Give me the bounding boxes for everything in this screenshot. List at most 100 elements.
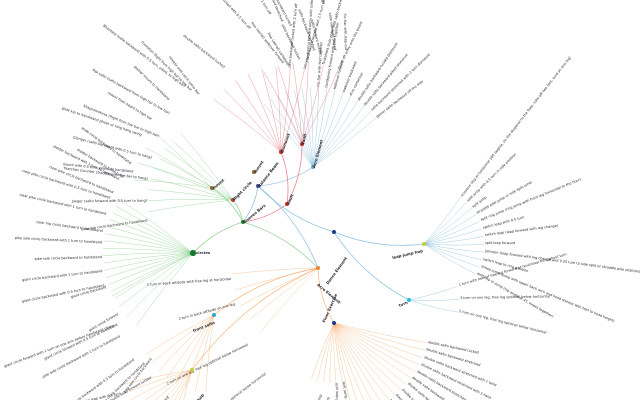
node-dot-floor[interactable] [316,266,320,270]
dendrogram-link [185,314,215,388]
dendrogram-link [103,248,194,254]
dendrogram-link [174,369,193,400]
dendrogram-link [317,322,335,381]
dendrogram-link [136,252,194,326]
dendrogram-link [333,322,402,391]
dendrogram-link [323,322,335,383]
dendrogram-link [312,92,344,168]
dendrogram-link [309,87,314,168]
dendrogram-link [108,252,194,285]
dendrogram-link [301,70,339,145]
node-dot-dance[interactable] [332,230,336,234]
dendrogram-link [280,70,305,153]
dendrogram-link [148,199,234,213]
dendrogram-link [312,87,319,168]
dendrogram-link [249,267,319,320]
dendrogram-link [257,166,314,187]
dendrogram-link [242,221,319,269]
dendrogram-link [275,67,282,153]
node-dot-dismount[interactable] [279,150,283,154]
dendrogram-link [333,322,426,351]
dendrogram-link [423,228,483,245]
dendrogram-link [164,148,234,201]
dendrogram-link [146,314,215,355]
dendrogram-link [242,203,288,223]
dendrogram-link [423,201,467,245]
dendrogram-link [292,62,303,145]
dendrogram-link [263,103,314,168]
node-dot-beam[interactable] [256,184,260,188]
node-dot-floorack[interactable] [252,170,256,174]
dendrogram-link [423,196,462,245]
dendrogram-link [147,199,234,201]
node-dot-mount[interactable] [210,186,214,190]
dendrogram-link [148,189,234,201]
dendrogram-link [333,322,412,379]
dendrogram-link [423,243,477,275]
dendrogram-link [106,226,194,254]
node-dot-leapjump[interactable] [421,241,427,247]
dendrogram-link [408,299,458,313]
dendrogram-link [333,322,407,385]
dendrogram-link [333,322,420,366]
dendrogram-link [183,369,193,400]
dendrogram-link [175,314,215,384]
dendrogram-link [211,187,244,223]
dendrogram-link [263,71,303,145]
dendrogram-link [423,221,480,245]
node-dot-acro[interactable] [332,321,336,325]
node-dot-beamack[interactable] [311,165,315,169]
dendrogram-link [191,267,319,371]
dendrogram-link [104,252,194,271]
dendrogram-link [103,240,194,254]
dendrogram-link [311,322,335,379]
dendrogram-link [145,147,213,189]
dendrogram-link [106,252,194,278]
dendrogram-link [162,369,193,400]
dendrogram-link [118,252,194,308]
dendrogram-link [333,322,381,400]
dendrogram-link [120,199,194,254]
dendrogram-link [134,179,213,189]
dendrogram-link [333,322,351,400]
dendrogram-link [301,87,314,168]
dendrogram-link [205,314,215,393]
node-dot-turn[interactable] [406,297,412,303]
node-dot-vault[interactable] [285,202,289,206]
node-dot-backsalto[interactable] [189,367,195,373]
dendrogram-link [408,298,460,301]
dendrogram-link [423,207,473,245]
dendrogram-link [121,369,193,386]
dendrogram-link [150,178,234,201]
dendrogram-link [213,267,319,316]
dendrogram-link [333,322,357,400]
dendrogram-link [232,199,244,223]
dendrogram-link [114,252,194,299]
node-dot-frontsalto[interactable] [212,313,216,317]
dendrogram-link [257,185,319,269]
dendrogram-link [115,206,194,254]
dendrogram-link [105,233,194,254]
node-dot-flight[interactable] [231,198,235,202]
dendrogram-link [235,80,282,153]
dendrogram-link [130,369,193,400]
dendrogram-link [280,151,289,205]
node-dot-bars[interactable] [241,220,245,224]
dendrogram-link [158,157,234,201]
dendrogram-link [333,322,337,383]
dendrogram-link [329,322,335,383]
dendrogram-link [312,100,358,168]
node-dot-vaulttop[interactable] [300,142,304,146]
dendrogram-link [277,94,314,168]
dendrogram-link [242,185,259,223]
dendrogram-link [423,214,477,245]
dendrogram-link [333,322,427,343]
dendrogram-link [280,67,291,153]
dendrogram-link [408,285,458,301]
dendrogram-link [247,73,282,153]
node-dot-circles[interactable] [190,250,196,256]
dendrogram-link [301,64,324,145]
dendrogram-link [154,167,234,201]
